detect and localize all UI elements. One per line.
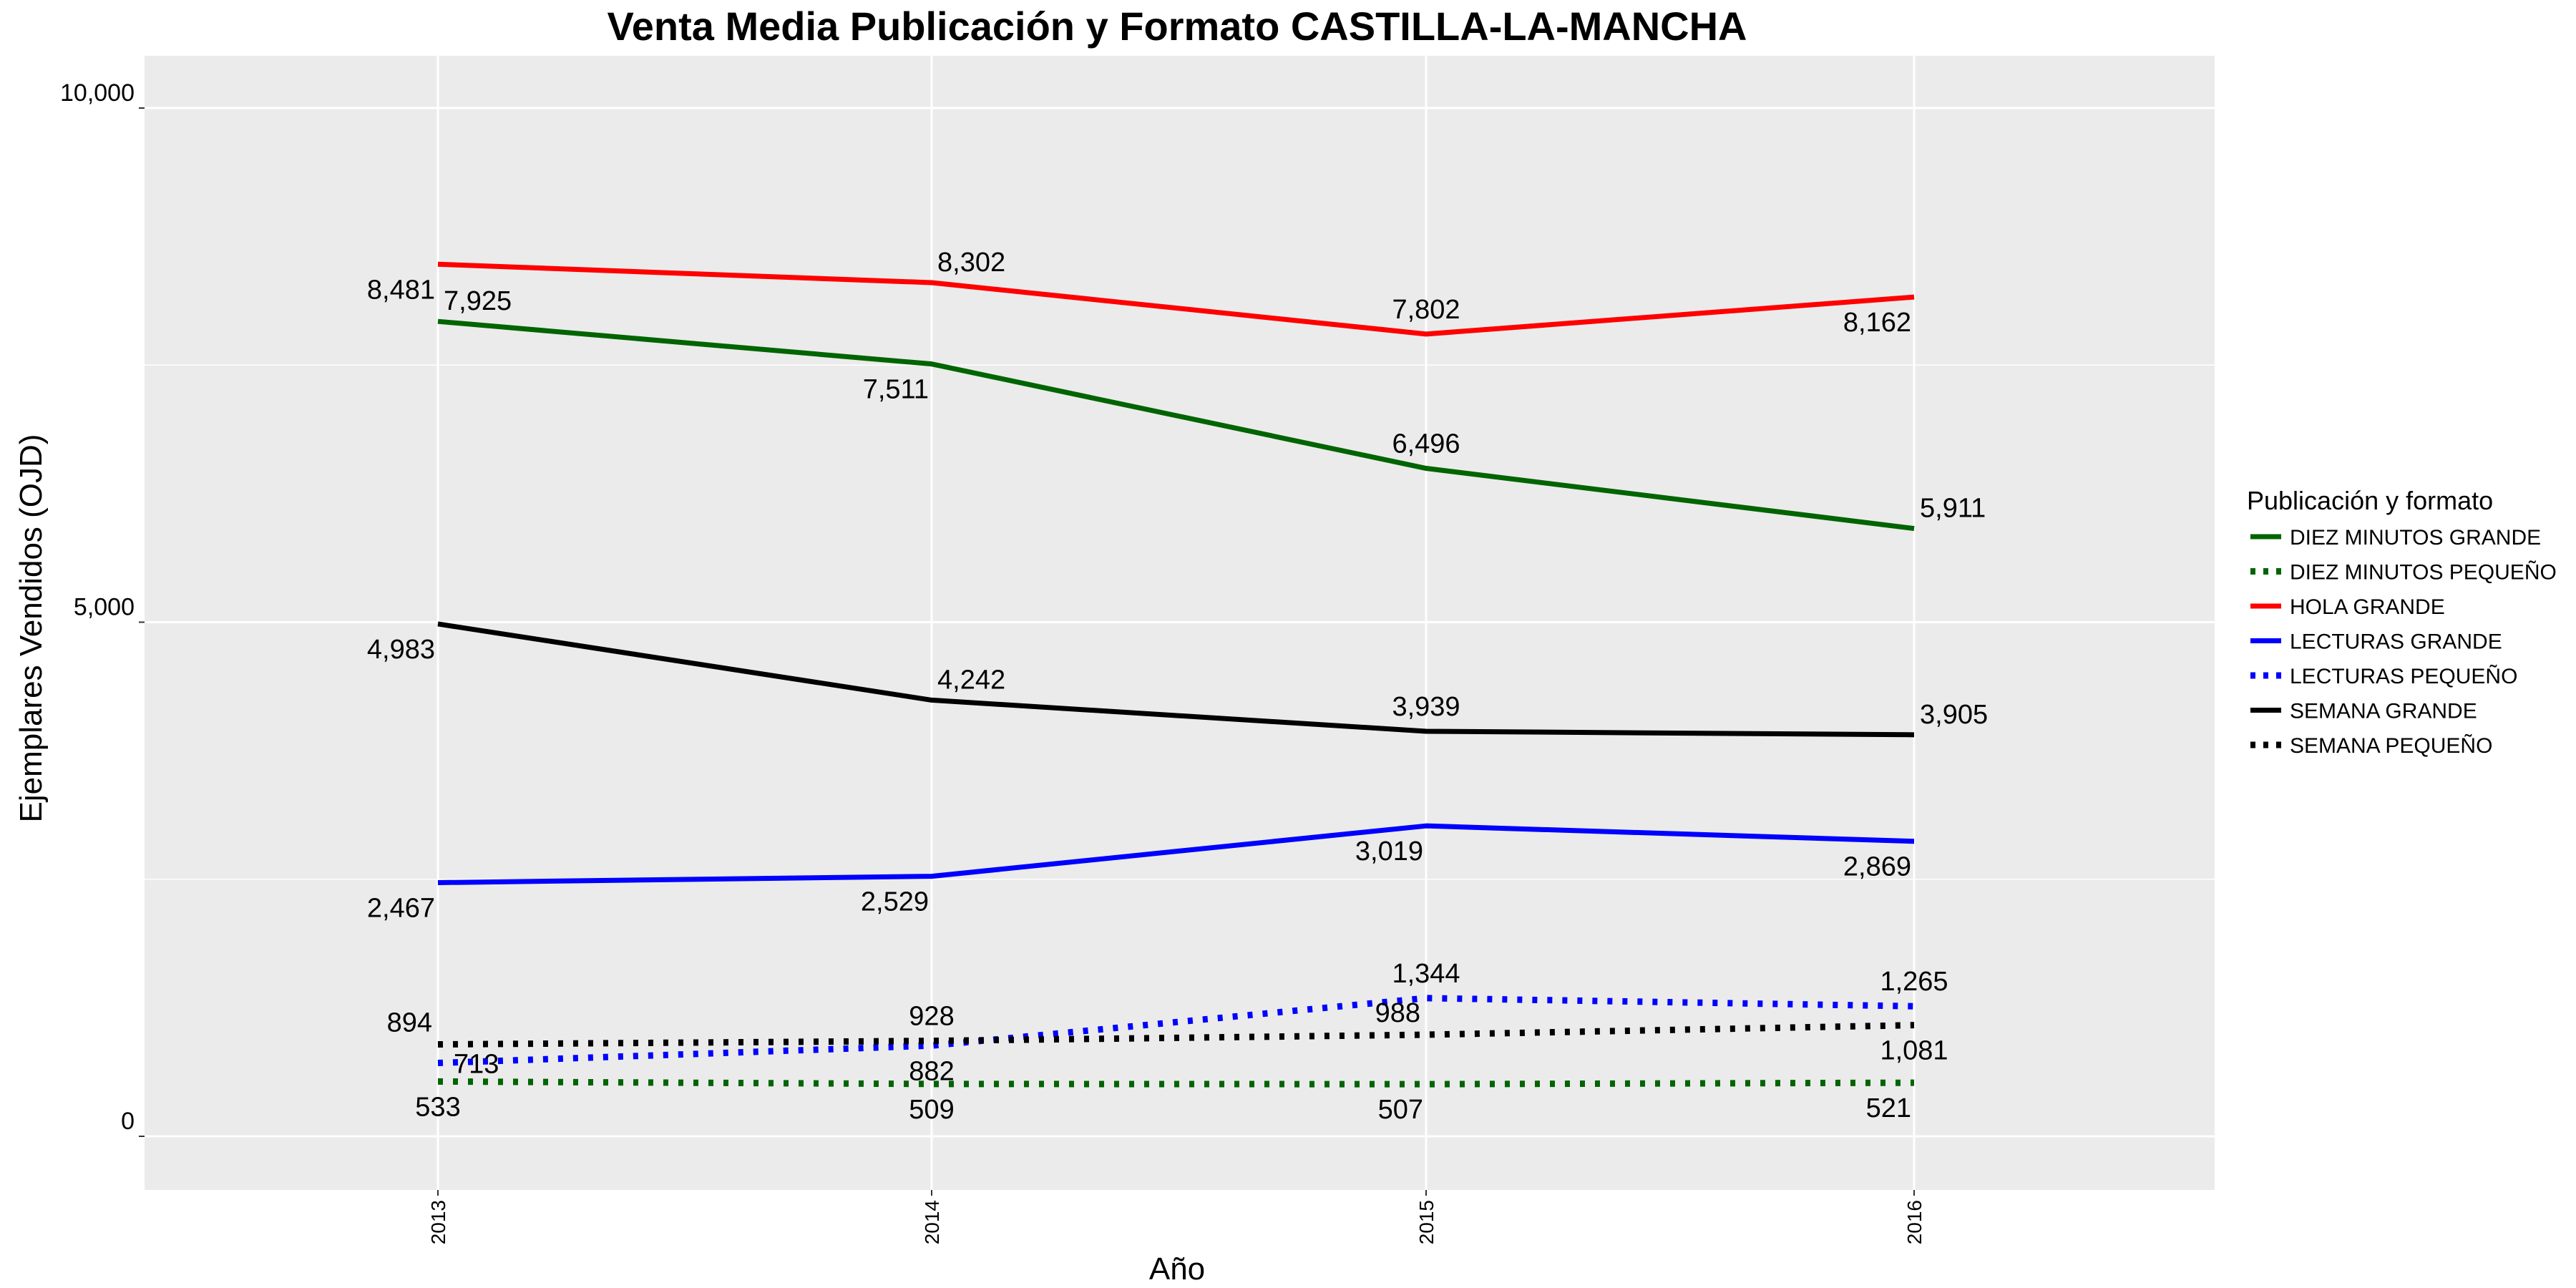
data-label: 7,925 xyxy=(444,286,512,316)
data-label: 6,496 xyxy=(1392,429,1460,459)
y-tick-label: 0 xyxy=(121,1108,135,1135)
series-line-lecturas-grande xyxy=(437,823,1915,885)
plot-panel xyxy=(145,56,2215,1190)
series-line-hola-grande xyxy=(437,261,1915,337)
data-label: 509 xyxy=(909,1095,954,1125)
x-tick-label: 2013 xyxy=(427,1200,449,1244)
data-label: 1,265 xyxy=(1880,967,1948,997)
x-axis: 2013 2014 2015 2016 xyxy=(427,1190,1926,1244)
data-label: 4,242 xyxy=(937,665,1005,695)
data-labels: 7,925 7,511 6,496 5,911 533 509 507 521 8,481 8,3… xyxy=(367,248,1988,1125)
data-label: 533 xyxy=(415,1092,460,1122)
legend-label: LECTURAS GRANDE xyxy=(2290,630,2502,654)
data-label: 928 xyxy=(909,1002,954,1032)
legend-label: HOLA GRANDE xyxy=(2290,595,2445,619)
data-label: 988 xyxy=(1375,998,1420,1028)
data-label: 894 xyxy=(387,1008,432,1038)
data-label: 2,529 xyxy=(861,887,929,917)
data-label: 2,467 xyxy=(367,893,435,923)
series-lines xyxy=(437,261,1915,1088)
data-label: 521 xyxy=(1866,1093,1911,1123)
y-tick-label: 10,000 xyxy=(60,79,135,107)
x-tick-label: 2014 xyxy=(921,1200,943,1244)
data-label: 8,302 xyxy=(937,248,1005,278)
data-label: 3,939 xyxy=(1392,692,1460,722)
data-label: 1,344 xyxy=(1392,959,1460,989)
data-label: 8,481 xyxy=(367,275,435,305)
y-axis-title: Ejemplares Vendidos (OJD) xyxy=(14,434,49,823)
legend-label: DIEZ MINUTOS PEQUEÑO xyxy=(2290,560,2557,585)
y-tick-label: 5,000 xyxy=(74,594,135,621)
data-label: 3,905 xyxy=(1920,700,1988,730)
legend: Publicación y formato DIEZ MINUTOS GRAND… xyxy=(2247,486,2557,758)
data-label: 507 xyxy=(1378,1095,1423,1125)
data-label: 3,019 xyxy=(1355,836,1423,867)
series-line-semana-pequeño xyxy=(437,1022,1915,1048)
data-label: 882 xyxy=(909,1056,954,1086)
series-line-diez-minutos-pequeño xyxy=(437,1078,1915,1088)
y-axis: 0 5,000 10,000 xyxy=(60,79,145,1137)
series-line-diez-minutos-grande xyxy=(437,318,1915,532)
legend-label: SEMANA PEQUEÑO xyxy=(2290,733,2492,758)
data-label: 8,162 xyxy=(1843,308,1911,338)
data-label: 1,081 xyxy=(1880,1036,1948,1066)
data-label: 7,511 xyxy=(863,375,929,405)
series-line-lecturas-pequeño xyxy=(437,995,1915,1067)
series-line-semana-grande xyxy=(437,621,1915,738)
x-tick-label: 2016 xyxy=(1903,1200,1926,1244)
legend-title: Publicación y formato xyxy=(2247,486,2493,515)
data-label: 2,869 xyxy=(1843,852,1911,882)
data-label: 5,911 xyxy=(1920,494,1986,524)
data-label: 4,983 xyxy=(367,635,435,665)
data-label: 713 xyxy=(454,1050,499,1080)
x-axis-title: Año xyxy=(1149,1252,1205,1287)
data-label: 7,802 xyxy=(1392,295,1460,325)
chart-title: Venta Media Publicación y Formato CASTIL… xyxy=(608,4,1747,49)
legend-label: SEMANA GRANDE xyxy=(2290,700,2477,723)
legend-label: LECTURAS PEQUEÑO xyxy=(2290,664,2517,688)
legend-label: DIEZ MINUTOS GRANDE xyxy=(2290,526,2541,550)
x-tick-label: 2015 xyxy=(1415,1200,1438,1244)
